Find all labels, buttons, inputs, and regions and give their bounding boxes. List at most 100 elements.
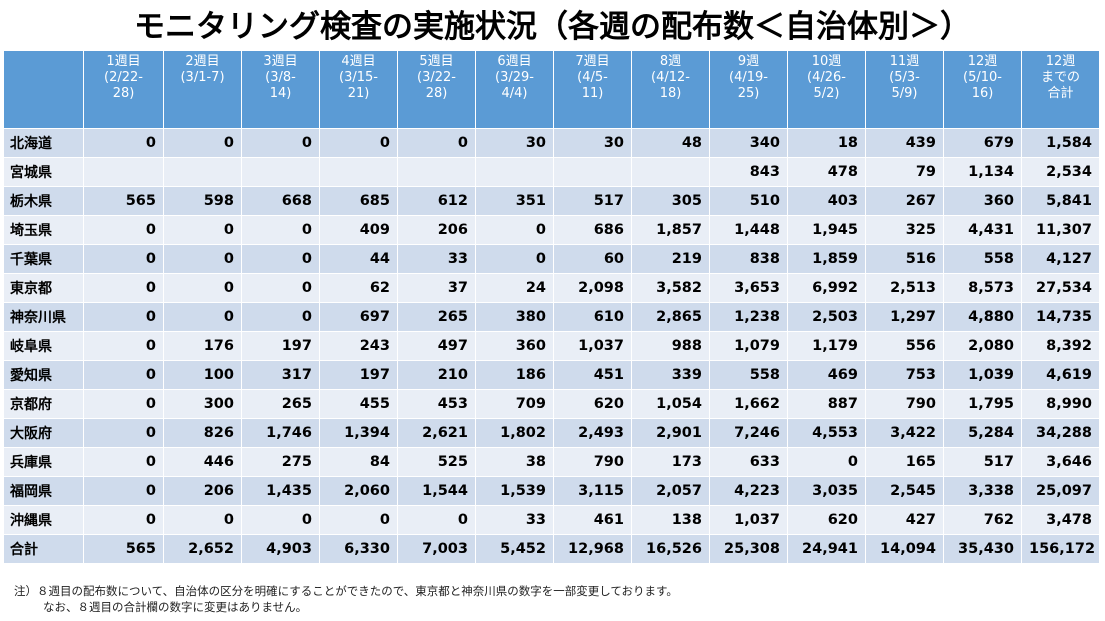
column-header: 9週 (4/19- 25) xyxy=(709,50,788,129)
table-cell: 0 xyxy=(83,476,164,506)
table-row: 岐阜県 0 176 197 243 497 360 1,037 988 1,079 1,179 556… xyxy=(3,331,1100,361)
table-cell: 685 xyxy=(319,186,398,216)
table-cell: 2,057 xyxy=(631,476,710,506)
column-header-line: (3/15- xyxy=(339,70,378,85)
column-header-line: (3/22- xyxy=(417,70,456,85)
table-cell: 5,452 xyxy=(475,534,554,564)
table-cell: 0 xyxy=(163,128,242,158)
table-cell: 300 xyxy=(163,389,242,419)
table-cell: 753 xyxy=(865,360,944,390)
table-row: 北海道 0 0 0 0 0 30 30 48 340 18 439 679 1,584 xyxy=(3,128,1100,158)
prefecture-name: 北海道 xyxy=(3,128,84,158)
column-header-line: 25) xyxy=(737,86,760,101)
column-header-line: 28) xyxy=(112,86,135,101)
prefecture-name: 岐阜県 xyxy=(3,331,84,361)
table-row: 大阪府 0 826 1,746 1,394 2,621 1,802 2,493 2,901 7,2… xyxy=(3,418,1100,448)
table-cell: 517 xyxy=(943,447,1022,477)
column-header-line: 12週 xyxy=(1045,54,1076,69)
table-cell: 1,448 xyxy=(709,215,788,245)
table-cell: 1,857 xyxy=(631,215,710,245)
column-header-line: (3/1-7) xyxy=(180,70,225,85)
table-cell: 679 xyxy=(943,128,1022,158)
column-header-line: 8週 xyxy=(659,54,682,69)
table-header-row: 1週目 (2/22- 28) 2週目 (3/1-7) 3週目 (3/8- 14) 4週目 (3/1… xyxy=(3,50,1100,129)
table-cell: 843 xyxy=(709,157,788,187)
table-cell: 4,880 xyxy=(943,302,1022,332)
table-cell: 0 xyxy=(241,215,320,245)
column-header: 12週 (5/10- 16) xyxy=(943,50,1022,129)
table-cell: 0 xyxy=(83,244,164,274)
table-cell: 478 xyxy=(787,157,866,187)
table-cell: 8,990 xyxy=(1021,389,1100,419)
column-header-line: 3週目 xyxy=(263,54,298,69)
header-corner xyxy=(3,50,84,129)
table-row: 埼玉県 0 0 0 409 206 0 686 1,857 1,448 1,945 325 4,431 1… xyxy=(3,215,1100,245)
table-cell: 267 xyxy=(865,186,944,216)
table-cell: 8,573 xyxy=(943,273,1022,303)
column-header: 12週 までの 合計 xyxy=(1021,50,1100,129)
table-row: 千葉県 0 0 0 44 33 0 60 219 838 1,859 516 558 4,127 xyxy=(3,244,1100,274)
prefecture-name: 兵庫県 xyxy=(3,447,84,477)
table-cell: 610 xyxy=(553,302,632,332)
table-cell: 1,539 xyxy=(475,476,554,506)
table-cell: 3,478 xyxy=(1021,505,1100,535)
table-cell: 2,060 xyxy=(319,476,398,506)
table-cell: 762 xyxy=(943,505,1022,535)
table-cell: 24 xyxy=(475,273,554,303)
total-label: 合計 xyxy=(3,534,84,564)
table-cell: 7,246 xyxy=(709,418,788,448)
table-cell xyxy=(475,157,554,187)
table-cell xyxy=(163,157,242,187)
table-cell: 2,652 xyxy=(163,534,242,564)
prefecture-name: 京都府 xyxy=(3,389,84,419)
table-cell: 451 xyxy=(553,360,632,390)
table-cell: 48 xyxy=(631,128,710,158)
table-cell: 1,584 xyxy=(1021,128,1100,158)
table-cell: 0 xyxy=(319,505,398,535)
column-header-line: 28) xyxy=(425,86,448,101)
column-header: 4週目 (3/15- 21) xyxy=(319,50,398,129)
table-cell: 30 xyxy=(475,128,554,158)
table-cell: 826 xyxy=(163,418,242,448)
table-cell xyxy=(631,157,710,187)
table-cell: 4,553 xyxy=(787,418,866,448)
table-cell: 2,098 xyxy=(553,273,632,303)
table-cell: 427 xyxy=(865,505,944,535)
column-header-line: (3/8- xyxy=(265,70,296,85)
table-cell: 558 xyxy=(943,244,1022,274)
table-row: 沖縄県 0 0 0 0 0 33 461 138 1,037 620 427 762 3,478 xyxy=(3,505,1100,535)
column-header-line: 21) xyxy=(347,86,370,101)
column-header-line: 9週 xyxy=(737,54,760,69)
table-cell: 1,802 xyxy=(475,418,554,448)
table-cell: 100 xyxy=(163,360,242,390)
table-cell: 517 xyxy=(553,186,632,216)
column-header-line: 7週目 xyxy=(575,54,610,69)
table-cell: 219 xyxy=(631,244,710,274)
table-cell: 516 xyxy=(865,244,944,274)
table-cell: 1,134 xyxy=(943,157,1022,187)
table-cell: 668 xyxy=(241,186,320,216)
table-cell: 27,534 xyxy=(1021,273,1100,303)
column-header-line: 12週 xyxy=(967,54,998,69)
table-row: 神奈川県 0 0 0 697 265 380 610 2,865 1,238 2,503 1,297 4… xyxy=(3,302,1100,332)
column-header-line: 10週 xyxy=(811,54,842,69)
table-cell: 4,903 xyxy=(241,534,320,564)
table-cell: 24,941 xyxy=(787,534,866,564)
prefecture-name: 宮城県 xyxy=(3,157,84,187)
table-cell: 25,308 xyxy=(709,534,788,564)
column-header: 6週目 (3/29- 4/4) xyxy=(475,50,554,129)
table-cell: 44 xyxy=(319,244,398,274)
column-header: 5週目 (3/22- 28) xyxy=(397,50,476,129)
table-cell: 2,545 xyxy=(865,476,944,506)
table-cell: 25,097 xyxy=(1021,476,1100,506)
column-header: 2週目 (3/1-7) xyxy=(163,50,242,129)
table-cell: 0 xyxy=(163,302,242,332)
table-cell: 1,079 xyxy=(709,331,788,361)
column-header-line: (3/29- xyxy=(495,70,534,85)
table-cell: 2,534 xyxy=(1021,157,1100,187)
table-cell: 0 xyxy=(83,505,164,535)
table-cell: 138 xyxy=(631,505,710,535)
table-cell: 2,901 xyxy=(631,418,710,448)
table-cell: 0 xyxy=(241,244,320,274)
table-cell: 510 xyxy=(709,186,788,216)
